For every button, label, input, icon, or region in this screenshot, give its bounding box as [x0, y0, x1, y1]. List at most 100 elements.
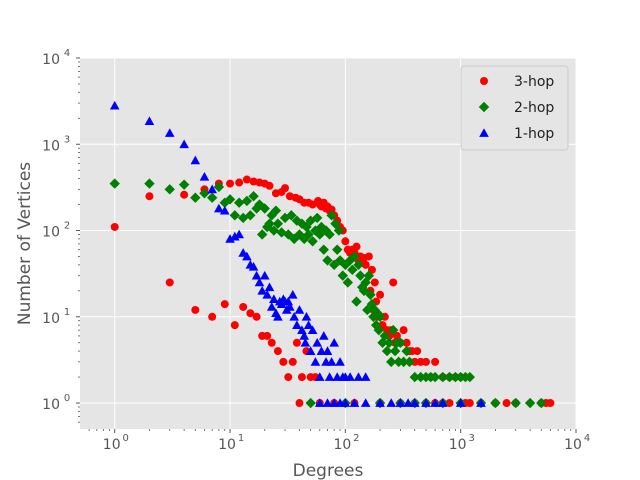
data-point — [109, 100, 120, 110]
data-point — [364, 252, 373, 261]
data-point — [316, 346, 327, 355]
data-point — [254, 277, 265, 287]
data-point — [246, 309, 255, 318]
data-point — [349, 398, 360, 407]
y-tick-exponent: 2 — [64, 221, 70, 232]
data-point — [464, 371, 476, 383]
data-point — [388, 324, 399, 336]
legend-label: 1-hop — [514, 126, 554, 142]
data-point — [370, 278, 379, 287]
data-point — [144, 178, 155, 189]
data-point — [322, 255, 333, 266]
data-point — [375, 398, 385, 407]
data-point — [281, 184, 290, 193]
data-point — [301, 221, 312, 233]
data-point — [398, 356, 409, 368]
x-tick-exponent: 3 — [468, 433, 474, 444]
data-point — [352, 242, 361, 251]
data-points — [109, 100, 555, 409]
data-point — [409, 398, 420, 407]
data-point — [294, 305, 305, 314]
series-1-hop — [109, 100, 486, 407]
data-point — [283, 296, 294, 306]
data-point — [292, 338, 301, 347]
data-point — [353, 372, 364, 381]
data-point — [326, 357, 337, 366]
data-point — [389, 278, 398, 287]
data-point — [349, 251, 360, 262]
data-point — [229, 210, 241, 221]
x-tick-label: 10 — [218, 437, 236, 453]
data-point — [305, 346, 316, 355]
data-point — [224, 194, 236, 205]
data-point — [213, 181, 225, 193]
data-point — [164, 184, 175, 195]
data-point — [279, 357, 288, 366]
data-point — [287, 289, 298, 299]
data-point — [305, 397, 316, 409]
data-point — [256, 229, 268, 240]
data-point — [476, 398, 486, 407]
data-point — [399, 326, 408, 335]
data-point — [363, 270, 375, 281]
y-tick-label: 10 — [42, 138, 60, 154]
data-point — [190, 155, 201, 165]
data-point — [490, 397, 501, 409]
x-tick-label: 10 — [103, 437, 121, 453]
data-point — [401, 345, 412, 357]
data-point — [413, 347, 422, 356]
data-point — [342, 277, 354, 288]
data-point — [404, 356, 415, 368]
data-point — [312, 337, 323, 347]
data-point — [180, 190, 189, 199]
legend-marker-1-hop — [479, 128, 489, 137]
data-point — [316, 221, 327, 233]
x-axis-label: Degrees — [293, 461, 364, 480]
x-tick-label: 10 — [564, 437, 582, 453]
data-point — [145, 192, 154, 201]
data-point — [273, 347, 282, 356]
data-point — [444, 371, 455, 383]
data-point — [248, 261, 259, 271]
data-point — [322, 398, 333, 407]
data-point — [242, 175, 251, 184]
data-point — [230, 321, 239, 330]
data-point — [409, 371, 420, 383]
legend-box — [460, 65, 569, 151]
data-point — [261, 221, 273, 233]
data-point — [314, 372, 325, 381]
data-point — [421, 398, 431, 407]
data-point — [386, 398, 397, 407]
data-point — [303, 229, 314, 240]
data-point — [267, 338, 276, 347]
data-point — [340, 398, 351, 407]
data-point — [299, 331, 310, 340]
legend-label: 3-hop — [514, 74, 554, 90]
y-axis-label: Number of Vertices — [15, 162, 35, 325]
legend: 3-hop 2-hop 1-hop — [460, 65, 569, 151]
data-point — [292, 320, 302, 329]
data-point — [360, 398, 371, 407]
data-point — [415, 371, 426, 383]
data-point — [353, 259, 364, 271]
data-point — [450, 371, 461, 383]
data-point — [248, 190, 259, 202]
data-point — [265, 181, 274, 190]
legend-marker-2-hop — [478, 101, 490, 113]
legend-marker-3-hop — [480, 77, 488, 85]
data-point — [226, 179, 235, 188]
data-point — [206, 192, 218, 203]
data-point — [257, 286, 267, 295]
data-point — [429, 371, 441, 383]
data-point — [259, 203, 270, 214]
data-point — [360, 372, 371, 381]
data-point — [268, 225, 280, 236]
data-point — [324, 229, 335, 240]
data-point — [410, 357, 419, 366]
axis-ticks: 10 0 10 1 10 2 10 3 10 410 010 110 210 310 4 — [42, 48, 590, 453]
data-point — [361, 260, 370, 269]
data-point — [384, 337, 395, 348]
data-point — [264, 282, 275, 292]
data-point — [332, 244, 343, 255]
